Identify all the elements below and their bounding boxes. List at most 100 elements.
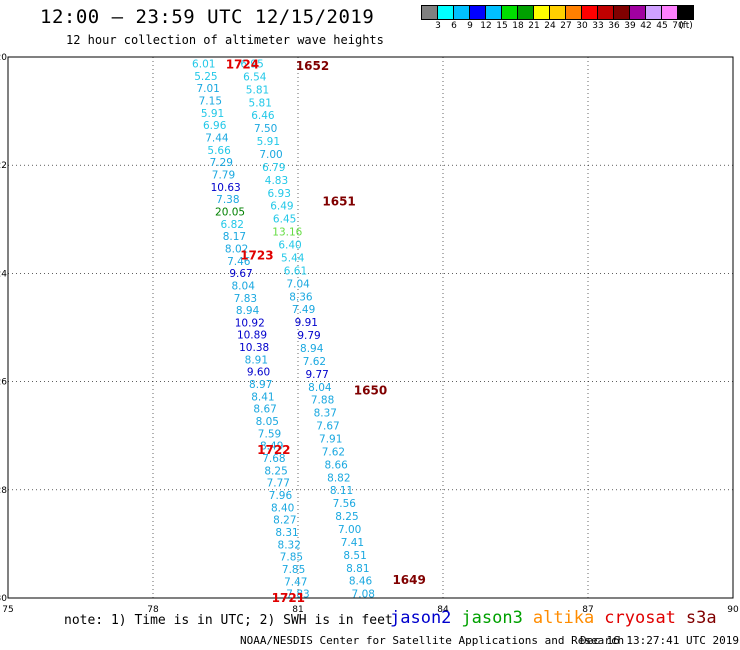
pass-time-label: 1649 <box>392 573 425 587</box>
wave-height-value: 6.93 <box>268 188 291 200</box>
wave-height-value: 6.01 <box>192 58 215 70</box>
wave-height-value: 10.63 <box>211 182 241 194</box>
legend-label: 18 <box>512 21 524 31</box>
wave-height-value: 8.05 <box>256 416 279 428</box>
wave-height-value: 7.08 <box>352 589 375 601</box>
wave-height-value: 8.46 <box>349 576 373 588</box>
wave-height-value: 7.44 <box>205 132 229 144</box>
legend-label: 3 <box>435 21 441 31</box>
pass-time-label: 1724 <box>226 57 259 71</box>
wave-height-value: 8.91 <box>245 354 268 366</box>
wave-height-value: 7.38 <box>216 194 239 206</box>
wave-height-value: 6.79 <box>262 162 285 174</box>
satellite-legend: jason2 jason3 altika cryosat s3a <box>390 608 727 628</box>
map-frame <box>7 56 734 599</box>
wave-height-value: 7.50 <box>254 123 277 135</box>
wave-height-value: 8.27 <box>273 515 296 527</box>
legend-label: 9 <box>467 21 473 31</box>
wave-height-value: 20.05 <box>215 206 245 218</box>
wave-height-value: 5.66 <box>207 145 231 157</box>
wave-height-value: 6.95 <box>240 58 263 70</box>
wave-height-value: 7.88 <box>311 395 334 407</box>
wave-height-value: 8.04 <box>232 280 256 292</box>
wave-height-value: 7.79 <box>212 169 235 181</box>
y-tick-label: -30 <box>0 594 7 604</box>
legend-label: 6 <box>451 21 457 31</box>
wave-height-value: 8.02 <box>225 243 248 255</box>
wave-height-value: 7.77 <box>267 478 290 490</box>
pass-time-label: 1723 <box>240 248 273 262</box>
pass-time-label: 1650 <box>354 384 387 398</box>
legend-label: 30 <box>576 21 588 31</box>
wave-height-value: 7.29 <box>210 157 233 169</box>
legend-label: 33 <box>592 21 604 31</box>
wave-height-value: 8.31 <box>275 527 298 539</box>
wave-height-value: 7.62 <box>303 356 326 368</box>
wave-height-value: 7.59 <box>258 428 281 440</box>
wave-height-value: 7.67 <box>316 421 339 433</box>
wave-height-value: 7.47 <box>284 576 307 588</box>
wave-height-value: 8.97 <box>249 379 272 391</box>
wave-height-value: 7.49 <box>292 304 315 316</box>
legend-label: 27 <box>560 21 572 31</box>
wave-height-value: 7.41 <box>341 537 364 549</box>
satellite-name: cryosat <box>604 608 676 628</box>
wave-height-value: 8.94 <box>236 305 260 317</box>
wave-height-value: 8.67 <box>253 404 276 416</box>
wave-height-value: 5.91 <box>257 136 280 148</box>
legend-label: 15 <box>496 21 508 31</box>
wave-height-value: 6.45 <box>273 214 296 226</box>
x-tick-label: 81 <box>292 605 303 615</box>
satellite-name: altika <box>532 608 595 628</box>
wave-height-value: 8.11 <box>330 485 353 497</box>
wave-height-value: 7.56 <box>333 498 357 510</box>
wave-height-value: 8.51 <box>343 550 366 562</box>
wave-height-value: 7.91 <box>319 433 342 445</box>
wave-height-value: 6.96 <box>203 120 227 132</box>
wave-height-value: 7.85 <box>282 564 305 576</box>
wave-height-value: 5.81 <box>246 84 269 96</box>
wave-height-value: 9.77 <box>305 369 328 381</box>
wave-height-value: 5.25 <box>194 71 217 83</box>
wave-height-value: 6.40 <box>278 240 301 252</box>
wave-height-value: 7.85 <box>280 552 303 564</box>
wave-height-value: 9.79 <box>297 330 320 342</box>
wave-height-value: 7.01 <box>196 83 219 95</box>
wave-height-value: 7.96 <box>269 490 293 502</box>
map-title: 12:00 — 23:59 UTC 12/15/2019 <box>40 6 375 28</box>
wave-height-value: 9.67 <box>229 268 252 280</box>
wave-height-value: 7.83 <box>286 589 309 601</box>
wave-height-value: 9.91 <box>295 317 318 329</box>
wave-height-value: 10.89 <box>237 330 267 342</box>
wave-height-value: 8.32 <box>278 539 301 551</box>
legend-swatch <box>677 5 694 20</box>
wave-height-value: 8.25 <box>264 465 287 477</box>
wave-height-value: 8.81 <box>346 563 369 575</box>
wave-height-value: 8.40 <box>271 502 294 514</box>
wave-height-value: 8.04 <box>308 382 332 394</box>
wave-height-value: 8.49 <box>260 441 283 453</box>
legend-label: 45 <box>656 21 668 31</box>
x-tick-label: 78 <box>147 605 159 615</box>
legend-label: 36 <box>608 21 620 31</box>
color-scale-legend <box>421 5 694 20</box>
pass-time-label: 1651 <box>322 194 355 208</box>
satellite-name: jason3 <box>461 608 523 628</box>
wave-height-value: 5.91 <box>201 108 224 120</box>
x-tick-label: 75 <box>2 605 13 615</box>
wave-height-value: 5.44 <box>281 252 305 264</box>
satellite-name: jason2 <box>390 608 452 628</box>
wave-height-value: 10.38 <box>239 342 269 354</box>
wave-height-value: 7.00 <box>259 149 282 161</box>
x-tick-label: 90 <box>727 605 739 615</box>
y-tick-label: -20 <box>0 53 7 63</box>
wave-height-value: 7.15 <box>199 95 222 107</box>
legend-label: 42 <box>640 21 652 31</box>
wave-height-value: 7.68 <box>262 453 285 465</box>
pass-time-label: 1652 <box>296 59 329 73</box>
legend-label: 21 <box>528 21 540 31</box>
wave-height-value: 7.46 <box>227 256 251 268</box>
wave-height-value: 7.00 <box>338 524 361 536</box>
wave-height-value: 6.49 <box>270 201 293 213</box>
